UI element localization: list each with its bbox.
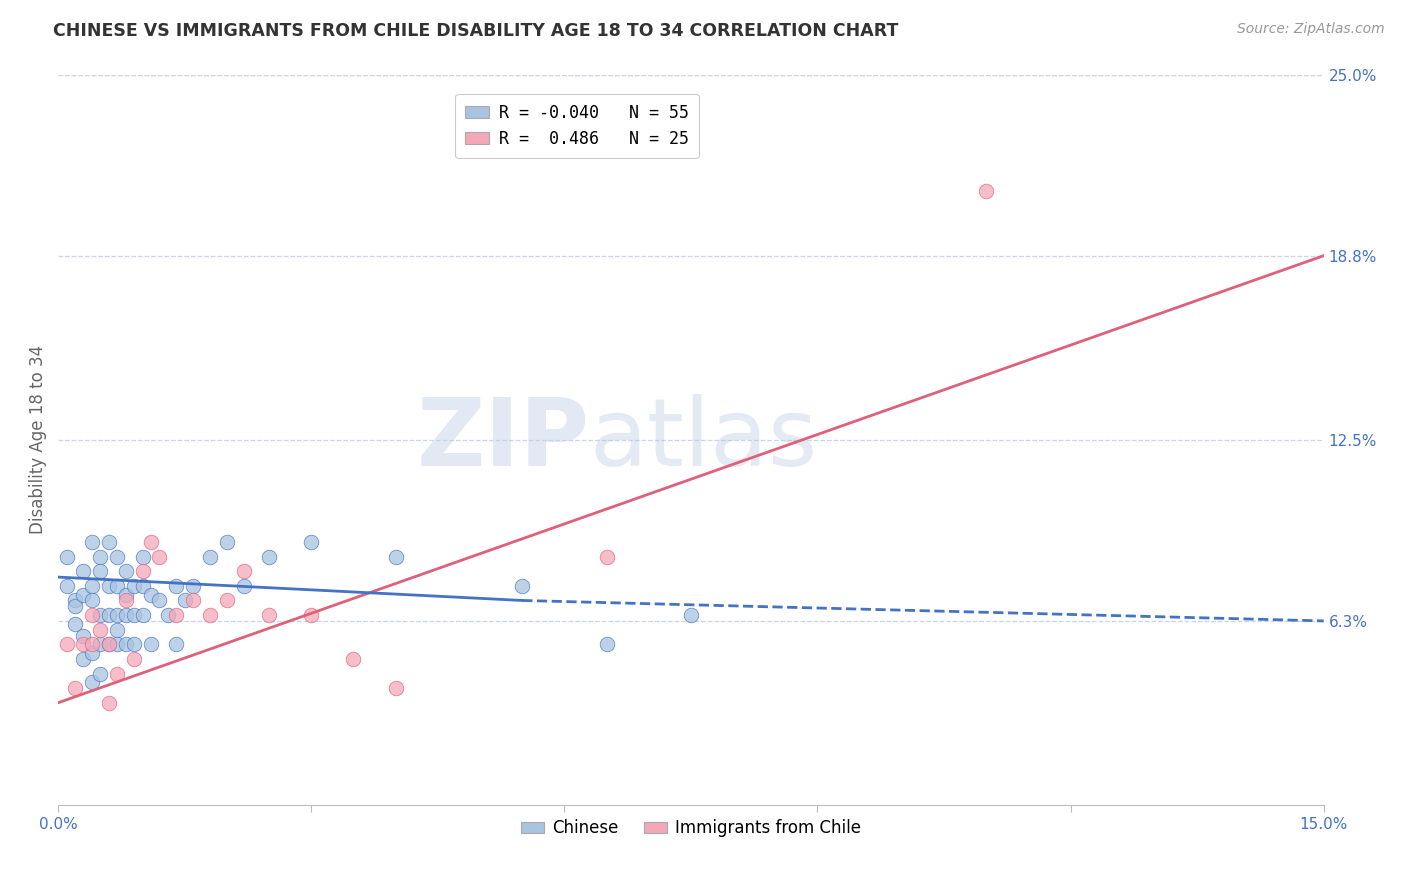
Point (122, 579, 145, 593)
Point (139, 637, 162, 651)
Legend: Chinese, Immigrants from Chile: Chinese, Immigrants from Chile (515, 813, 868, 844)
Point (384, 549, 406, 564)
Point (105, 637, 128, 651)
Point (97, 637, 120, 651)
Point (89, 564, 111, 578)
Point (595, 549, 617, 564)
Point (510, 579, 533, 593)
Point (80, 593, 103, 607)
Point (97, 608, 120, 623)
Point (97, 696, 120, 710)
Point (131, 564, 153, 578)
Point (148, 549, 170, 564)
Point (105, 579, 128, 593)
Point (105, 666, 128, 681)
Text: CHINESE VS IMMIGRANTS FROM CHILE DISABILITY AGE 18 TO 34 CORRELATION CHART: CHINESE VS IMMIGRANTS FROM CHILE DISABIL… (53, 22, 898, 40)
Point (257, 549, 280, 564)
Point (156, 608, 179, 623)
Point (679, 608, 702, 623)
Point (80, 535, 103, 549)
Text: atlas: atlas (589, 393, 818, 486)
Point (384, 681, 406, 695)
Point (131, 608, 153, 623)
Point (122, 637, 145, 651)
Point (131, 579, 153, 593)
Point (215, 535, 238, 549)
Point (80, 646, 103, 660)
Point (80, 675, 103, 690)
Point (72, 637, 94, 651)
Point (122, 608, 145, 623)
Point (114, 564, 136, 578)
Point (80, 608, 103, 623)
Point (232, 564, 254, 578)
Point (97, 637, 120, 651)
Text: Source: ZipAtlas.com: Source: ZipAtlas.com (1237, 22, 1385, 37)
Point (299, 608, 322, 623)
Point (139, 588, 162, 602)
Point (55, 549, 77, 564)
Point (114, 588, 136, 602)
Point (181, 593, 204, 607)
Point (72, 628, 94, 642)
Point (173, 593, 195, 607)
Point (114, 593, 136, 607)
Point (89, 549, 111, 564)
Point (299, 535, 322, 549)
Y-axis label: Disability Age 18 to 34: Disability Age 18 to 34 (30, 345, 46, 534)
Point (165, 608, 187, 623)
Point (105, 623, 128, 637)
Point (55, 637, 77, 651)
Point (63, 681, 86, 695)
Point (131, 549, 153, 564)
Point (63, 599, 86, 614)
Point (165, 637, 187, 651)
Point (114, 637, 136, 651)
Point (105, 608, 128, 623)
Point (232, 579, 254, 593)
Point (181, 579, 204, 593)
Point (122, 652, 145, 666)
Point (72, 564, 94, 578)
Point (215, 593, 238, 607)
Point (974, 185, 997, 199)
Point (80, 579, 103, 593)
Point (198, 608, 221, 623)
Point (139, 535, 162, 549)
Point (114, 608, 136, 623)
Point (342, 652, 364, 666)
Point (198, 549, 221, 564)
Point (63, 616, 86, 631)
Point (63, 593, 86, 607)
Point (55, 579, 77, 593)
Point (105, 549, 128, 564)
Point (89, 637, 111, 651)
Point (97, 579, 120, 593)
Point (257, 608, 280, 623)
Point (72, 588, 94, 602)
Point (165, 579, 187, 593)
Point (89, 666, 111, 681)
Point (89, 623, 111, 637)
Point (89, 608, 111, 623)
Text: ZIP: ZIP (416, 393, 589, 486)
Point (97, 535, 120, 549)
Point (148, 593, 170, 607)
Point (72, 652, 94, 666)
Point (80, 637, 103, 651)
Point (595, 637, 617, 651)
